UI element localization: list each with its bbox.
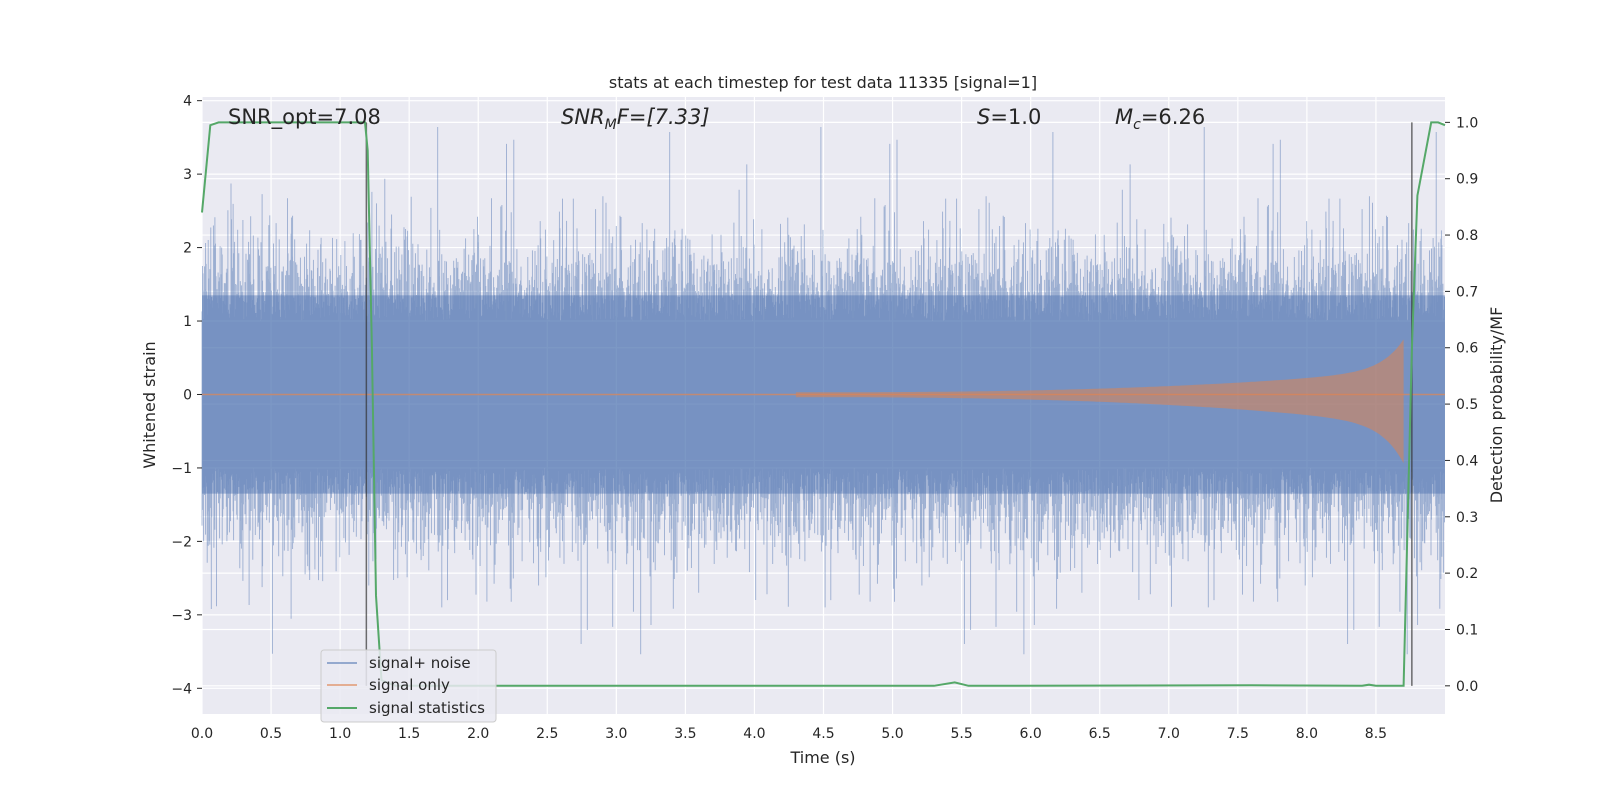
y-tick-label: −2 (171, 534, 192, 550)
statistics-line (201, 121, 1446, 687)
annotation-snr-mf: SNRMF=[7.33] (561, 105, 710, 133)
y-tick-label: 1 (183, 314, 192, 330)
annotation-snr-opt: SNR_opt=7.08 (228, 105, 381, 130)
x-tick-label: 5.0 (881, 726, 903, 742)
x-tick-label: 1.5 (398, 726, 420, 742)
legend-box (320, 649, 497, 723)
x-tick-label: 5.5 (950, 726, 972, 742)
y2-tick-label: 0.7 (1456, 284, 1478, 300)
y-tick-label: 4 (183, 94, 192, 110)
s-symbol: S (977, 105, 990, 129)
x-tick-label: 7.5 (1227, 726, 1249, 742)
y-axis-label: Whitened strain (140, 341, 159, 468)
y-tick-label: 2 (183, 241, 192, 257)
x-tick-label: 8.5 (1365, 726, 1387, 742)
annotation-s: S=1.0 (977, 105, 1041, 129)
legend-label-noise: signal+ noise (369, 654, 471, 672)
mc-rest: =6.26 (1141, 105, 1205, 129)
x-tick-label: 6.5 (1089, 726, 1111, 742)
signal-only-series (202, 339, 1445, 464)
y-tick-label: 3 (183, 167, 192, 183)
y2-tick-label: 0.6 (1456, 341, 1478, 357)
x-axis-ticks: 0.0 0.5 1.0 1.5 2.0 2.5 3.0 3.5 4.0 4.5 5.0 5.5 6.0 6… (191, 726, 1387, 742)
y2-axis-label: Detection probability/MF (1487, 307, 1506, 504)
mc-symbol: M (1115, 105, 1133, 129)
y-tick-label: 0 (183, 387, 192, 403)
y-tick-label: −1 (171, 461, 192, 477)
y2-axis-ticks: 1.0 0.9 0.8 0.7 0.6 0.5 0.4 0.3 0.2 0.1 0.0 (1445, 115, 1478, 695)
chart-title: stats at each timestep for test data 113… (609, 73, 1037, 92)
y2-tick-label: 0.9 (1456, 172, 1478, 188)
x-tick-label: 3.0 (605, 726, 627, 742)
y-tick-label: −4 (171, 681, 192, 697)
x-tick-label: 4.5 (812, 726, 834, 742)
y2-tick-label: 0.3 (1456, 510, 1478, 526)
x-tick-label: 0.0 (191, 726, 213, 742)
x-tick-label: 2.0 (467, 726, 489, 742)
y2-tick-label: 1.0 (1456, 115, 1478, 131)
y2-tick-label: 0.4 (1456, 453, 1478, 469)
snr-mf-symbol: SNR (561, 105, 605, 129)
snr-mf-rest: F=[7.33] (617, 105, 710, 129)
x-tick-label: 0.5 (260, 726, 282, 742)
x-tick-label: 1.0 (329, 726, 351, 742)
x-tick-label: 6.0 (1020, 726, 1042, 742)
x-tick-label: 4.0 (743, 726, 765, 742)
legend-label-stats: signal statistics (369, 699, 485, 717)
y2-tick-label: 0.8 (1456, 228, 1478, 244)
y-tick-label: −3 (171, 608, 192, 624)
s-rest: =1.0 (990, 105, 1041, 129)
y2-tick-label: 0.1 (1456, 622, 1478, 638)
vertical-markers (365, 122, 1413, 686)
y2-tick-label: 0.5 (1456, 397, 1478, 413)
legend-label-signal: signal only (369, 676, 450, 694)
snr-mf-subscript: M (605, 117, 617, 133)
mc-subscript: c (1133, 117, 1141, 133)
y2-tick-label: 0.2 (1456, 566, 1478, 582)
x-axis-label: Time (s) (789, 748, 855, 767)
legend: signal+ noise signal only signal statist… (320, 649, 497, 723)
chirp-envelope (795, 339, 1404, 464)
x-tick-label: 8.0 (1296, 726, 1318, 742)
x-tick-label: 7.0 (1158, 726, 1180, 742)
y2-tick-label: 0.0 (1456, 679, 1478, 695)
y-axis-ticks: 4 3 2 1 0 −1 −2 −3 −4 (171, 94, 202, 697)
x-tick-label: 3.5 (674, 726, 696, 742)
x-tick-label: 2.5 (536, 726, 558, 742)
annotation-mc: Mc=6.26 (1115, 105, 1205, 133)
signal-statistics-series (201, 121, 1446, 687)
